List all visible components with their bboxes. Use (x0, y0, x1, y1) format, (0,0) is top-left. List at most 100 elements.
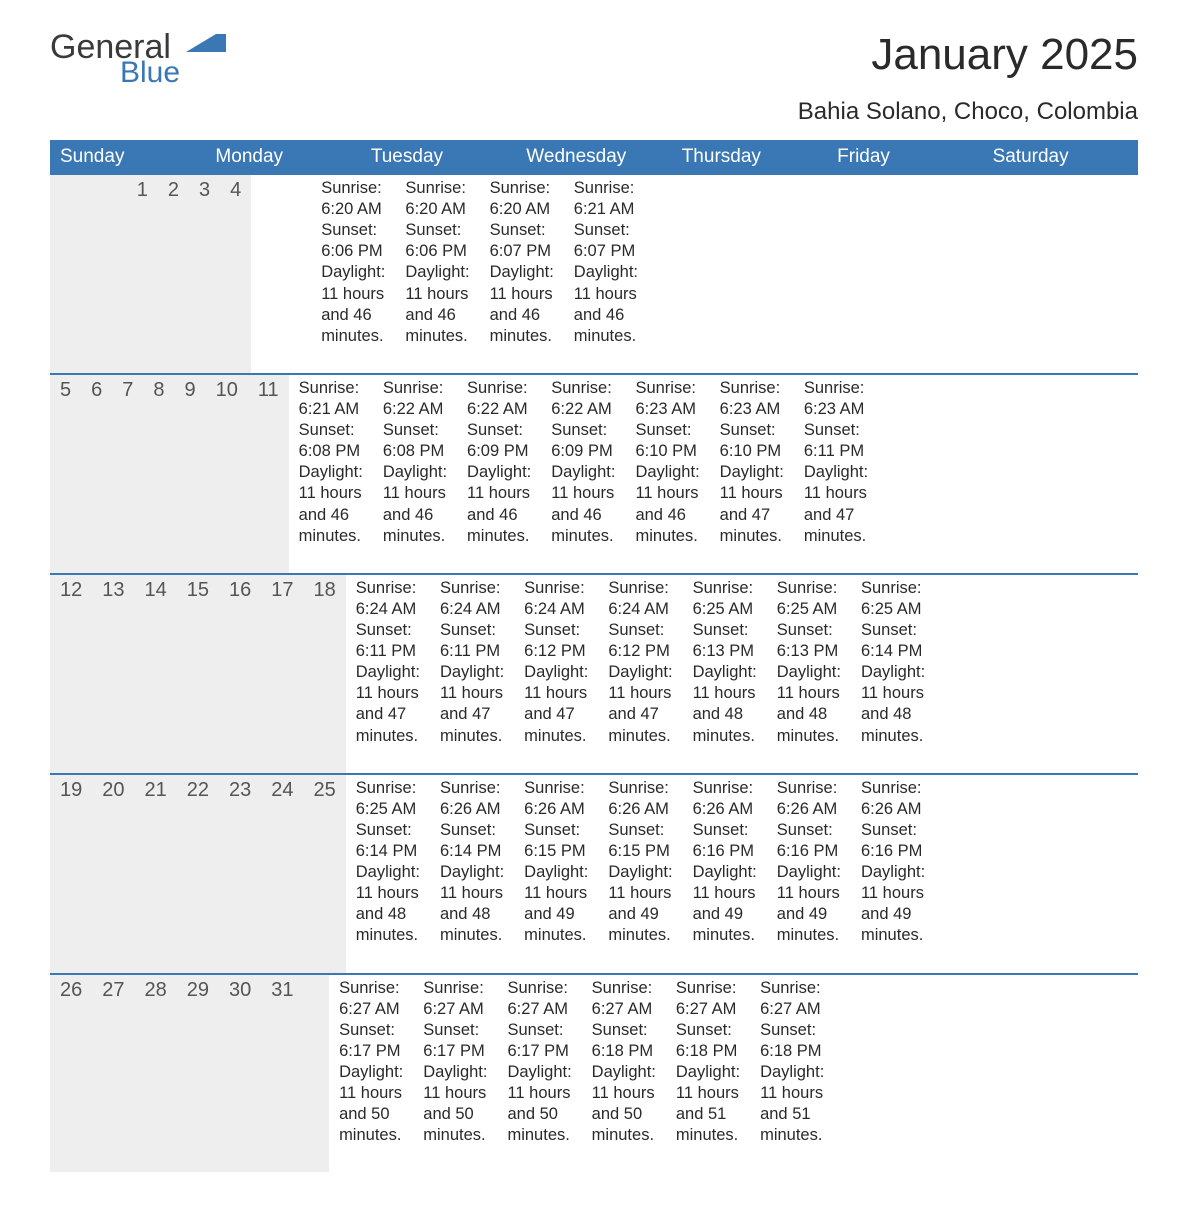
day-details: Sunrise: 6:24 AMSunset: 6:11 PMDaylight:… (440, 575, 504, 747)
daylight-label: Daylight: (339, 1063, 403, 1081)
day-cell: Sunrise: 6:26 AMSunset: 6:16 PMDaylight:… (767, 775, 851, 973)
sunrise-label: Sunrise: (720, 379, 781, 397)
dow-sunday: Sunday (50, 140, 205, 175)
day-details: Sunrise: 6:25 AMSunset: 6:13 PMDaylight:… (693, 575, 757, 747)
sunset-label: Sunset: (440, 621, 496, 639)
sunrise-value: 6:24 AM (440, 600, 501, 618)
sunset-value: 6:09 PM (551, 442, 612, 460)
daylight-value: 11 hours and 49 minutes. (608, 884, 671, 944)
daylight-value: 11 hours and 47 minutes. (356, 684, 419, 744)
sunset-value: 6:07 PM (574, 242, 635, 260)
logo: General Blue (50, 30, 230, 88)
day-number: 13 (92, 575, 134, 773)
daylight-value: 11 hours and 47 minutes. (720, 484, 783, 544)
day-details: Sunrise: 6:26 AMSunset: 6:16 PMDaylight:… (777, 775, 841, 947)
daylight-label: Daylight: (440, 663, 504, 681)
daylight-value: 11 hours and 49 minutes. (693, 884, 756, 944)
daylight-value: 11 hours and 47 minutes. (524, 684, 587, 744)
day-cell: Sunrise: 6:27 AMSunset: 6:17 PMDaylight:… (497, 975, 581, 1173)
day-details: Sunrise: 6:27 AMSunset: 6:17 PMDaylight:… (423, 975, 487, 1147)
sunset-value: 6:15 PM (608, 842, 669, 860)
daylight-value: 11 hours and 46 minutes. (551, 484, 614, 544)
sunrise-label: Sunrise: (608, 779, 669, 797)
daylight-value: 11 hours and 48 minutes. (440, 884, 503, 944)
day-number: 17 (261, 575, 303, 773)
day-details: Sunrise: 6:26 AMSunset: 6:15 PMDaylight:… (524, 775, 588, 947)
day-body-strip: Sunrise: 6:25 AMSunset: 6:14 PMDaylight:… (346, 775, 935, 973)
sunrise-value: 6:25 AM (356, 800, 417, 818)
day-cell: Sunrise: 6:22 AMSunset: 6:08 PMDaylight:… (373, 375, 457, 573)
flag-icon (186, 30, 230, 58)
sunset-label: Sunset: (635, 421, 691, 439)
sunset-value: 6:16 PM (861, 842, 922, 860)
day-number: 24 (261, 775, 303, 973)
dow-tuesday: Tuesday (361, 140, 516, 175)
day-details: Sunrise: 6:24 AMSunset: 6:12 PMDaylight:… (608, 575, 672, 747)
daylight-value: 11 hours and 46 minutes. (321, 285, 384, 345)
day-cell: Sunrise: 6:27 AMSunset: 6:17 PMDaylight:… (413, 975, 497, 1173)
sunrise-label: Sunrise: (490, 179, 551, 197)
day-details: Sunrise: 6:25 AMSunset: 6:14 PMDaylight:… (356, 775, 420, 947)
sunset-value: 6:17 PM (507, 1042, 568, 1060)
day-cell: Sunrise: 6:27 AMSunset: 6:18 PMDaylight:… (582, 975, 666, 1173)
day-number (50, 175, 76, 373)
day-number: 3 (189, 175, 220, 373)
sunrise-value: 6:24 AM (524, 600, 585, 618)
daylight-label: Daylight: (524, 663, 588, 681)
sunrise-label: Sunrise: (676, 979, 737, 997)
day-cell: Sunrise: 6:25 AMSunset: 6:13 PMDaylight:… (767, 575, 851, 773)
daylight-label: Daylight: (405, 263, 469, 281)
day-cell: Sunrise: 6:25 AMSunset: 6:13 PMDaylight:… (683, 575, 767, 773)
daylight-value: 11 hours and 47 minutes. (804, 484, 867, 544)
day-number (76, 175, 102, 373)
daylight-label: Daylight: (861, 663, 925, 681)
daylight-label: Daylight: (804, 463, 868, 481)
sunset-label: Sunset: (861, 821, 917, 839)
sunrise-value: 6:26 AM (693, 800, 754, 818)
sunrise-value: 6:25 AM (693, 600, 754, 618)
sunrise-label: Sunrise: (861, 779, 922, 797)
day-of-week-header: SundayMondayTuesdayWednesdayThursdayFrid… (50, 140, 1138, 175)
day-cell: Sunrise: 6:27 AMSunset: 6:18 PMDaylight:… (750, 975, 834, 1173)
daylight-label: Daylight: (321, 263, 385, 281)
dow-wednesday: Wednesday (516, 140, 671, 175)
sunrise-value: 6:20 AM (405, 200, 466, 218)
day-cell: Sunrise: 6:23 AMSunset: 6:10 PMDaylight:… (625, 375, 709, 573)
sunset-label: Sunset: (321, 221, 377, 239)
daylight-label: Daylight: (490, 263, 554, 281)
day-details: Sunrise: 6:26 AMSunset: 6:15 PMDaylight:… (608, 775, 672, 947)
daylight-label: Daylight: (676, 1063, 740, 1081)
sunrise-label: Sunrise: (804, 379, 865, 397)
daylight-label: Daylight: (440, 863, 504, 881)
day-body-strip: Sunrise: 6:24 AM Sunset: 6:11 PM Daylight:… (346, 575, 935, 773)
daylight-label: Daylight: (861, 863, 925, 881)
sunset-value: 6:11 PM (356, 642, 416, 660)
daylight-value: 11 hours and 47 minutes. (440, 684, 503, 744)
sunrise-label: Sunrise: (524, 779, 585, 797)
sunrise-value: 6:20 AM (321, 200, 382, 218)
day-cell: Sunrise: 6:26 AMSunset: 6:14 PMDaylight:… (430, 775, 514, 973)
daylight-value: 11 hours and 48 minutes. (861, 684, 924, 744)
sunset-label: Sunset: (467, 421, 523, 439)
day-details: Sunrise: 6:20 AMSunset: 6:06 PMDaylight:… (321, 175, 385, 347)
sunrise-value: 6:26 AM (608, 800, 669, 818)
daylight-value: 11 hours and 46 minutes. (574, 285, 637, 345)
daylight-value: 11 hours and 49 minutes. (777, 884, 840, 944)
day-details: Sunrise: 6:23 AMSunset: 6:10 PMDaylight:… (720, 375, 784, 547)
day-details: Sunrise: 6:27 AMSunset: 6:18 PMDaylight:… (676, 975, 740, 1147)
day-body-strip: Sunrise: 6:20 AMSunset: 6:06 PMDaylight:… (251, 175, 648, 373)
day-details: Sunrise: 6:26 AMSunset: 6:14 PMDaylight:… (440, 775, 504, 947)
sunrise-label: Sunrise: (321, 179, 382, 197)
sunset-label: Sunset: (592, 1021, 648, 1039)
daylight-label: Daylight: (524, 863, 588, 881)
sunrise-label: Sunrise: (608, 579, 669, 597)
sunrise-value: 6:21 AM (574, 200, 635, 218)
daylight-value: 11 hours and 48 minutes. (777, 684, 840, 744)
day-number: 27 (92, 975, 134, 1173)
day-number (101, 175, 127, 373)
daylight-label: Daylight: (720, 463, 784, 481)
sunset-value: 6:12 PM (608, 642, 669, 660)
daylight-value: 11 hours and 50 minutes. (423, 1084, 486, 1144)
sunset-value: 6:13 PM (777, 642, 838, 660)
daylight-value: 11 hours and 50 minutes. (592, 1084, 655, 1144)
